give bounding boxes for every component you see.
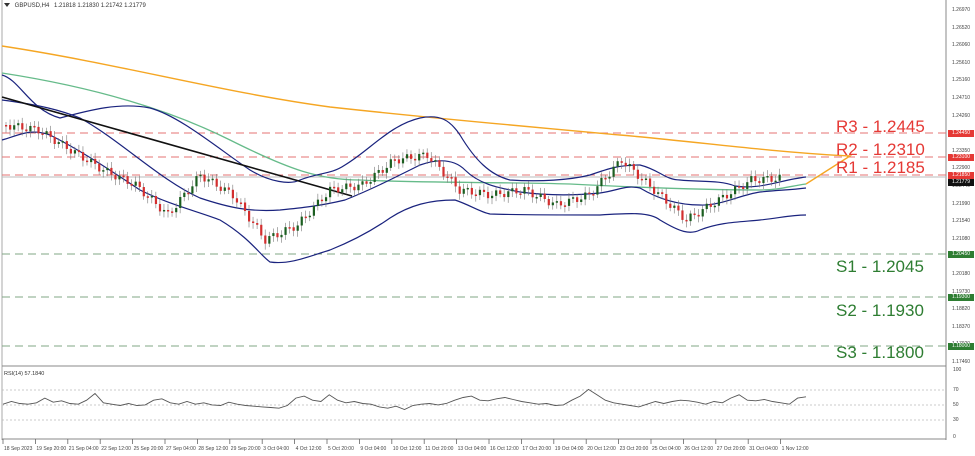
price-axis-tick: 1.24710 [952, 95, 971, 101]
time-axis-label: 4 Oct 12:00 [295, 446, 322, 452]
rsi-title: RSI(14) 57.1840 [4, 371, 45, 377]
time-axis-label: 19 Oct 04:00 [554, 446, 584, 452]
price-axis-tick: 1.26970 [952, 7, 971, 13]
time-axis-label: 10 Oct 12:00 [392, 446, 422, 452]
time-axis-label: 19 Sep 20:00 [36, 446, 67, 452]
price-axis-tick: 1.18820 [952, 306, 971, 313]
time-axis-label: 26 Oct 12:00 [684, 446, 714, 452]
price-axis-tick: 1.24260 [952, 112, 971, 119]
price-axis-tick: 1.26520 [952, 24, 971, 31]
rsi-axis-100: 100 [953, 367, 962, 373]
time-axis-label: 13 Oct 04:00 [457, 446, 487, 452]
price-axis-tick: 1.20180 [952, 271, 971, 277]
level-label-s1: S1 - 1.2045 [836, 257, 924, 276]
time-axis-label: 9 Oct 04:00 [360, 446, 387, 452]
time-axis-label: 20 Oct 12:00 [587, 446, 616, 452]
medium-moving-average [1, 72, 807, 191]
time-axis-label: 27 Sep 04:00 [166, 446, 196, 452]
time-axis-label: 1 Nov 12:00 [781, 446, 809, 452]
time-axis-label: 25 Oct 04:00 [652, 446, 681, 452]
time-axis-ticks [2, 439, 781, 444]
time-axis-label: 27 Oct 20:00 [716, 446, 746, 452]
bollinger-middle [1, 99, 807, 212]
time-axis-label: 31 Oct 04:00 [749, 446, 778, 452]
candlesticks [5, 117, 781, 250]
time-axis-label: 23 Oct 20:00 [619, 446, 649, 452]
rsi-axis-70: 70 [953, 387, 959, 393]
bollinger-upper [1, 74, 807, 188]
tag-s3: 1.18000 [948, 343, 974, 350]
level-label-s2: S2 - 1.1930 [836, 301, 924, 320]
price-axis-tick: 1.19730 [952, 288, 971, 295]
price-axis-tick: 1.21080 [952, 235, 971, 242]
resistance-lines [2, 132, 946, 176]
current-price-tag: 1.21779 [948, 179, 974, 186]
slow-moving-average [1, 45, 853, 185]
time-axis-label: 18 Sep 2023 [4, 446, 33, 452]
price-axis-tick: 1.22440 [952, 183, 971, 189]
time-axis-label: 17 Oct 20:00 [522, 446, 552, 452]
price-axis-tick: 1.23350 [952, 147, 971, 154]
tag-r2: 1.23100 [948, 154, 974, 161]
rsi-line [2, 388, 807, 410]
tag-s2: 1.19300 [948, 294, 974, 301]
price-axis-tick: 1.21540 [952, 218, 971, 225]
time-axis-label: 3 Oct 04:00 [263, 446, 290, 452]
tag-s1: 1.20450 [948, 251, 974, 258]
tag-r1: 1.21850 [948, 172, 974, 179]
rsi-levels [2, 389, 946, 421]
price-axis-tick: 1.25160 [952, 77, 971, 84]
time-axis-label: 29 Sep 20:00 [230, 446, 261, 452]
price-axis-tick: 1.18370 [952, 323, 971, 330]
price-axis-tick: 1.17460 [952, 359, 971, 365]
level-label-r2: R2 - 1.2310 [836, 140, 925, 159]
price-axis-tick: 1.25610 [952, 59, 971, 66]
time-axis-label: 21 Sep 04:00 [68, 446, 99, 452]
time-axis-label: 22 Sep 12:00 [101, 446, 131, 452]
price-axis-tick: 1.22900 [952, 165, 971, 172]
symbol-label: GBPUSD,H4 [14, 3, 50, 9]
time-axis-label: 28 Sep 12:00 [198, 446, 229, 452]
time-axis-label: 25 Sep 20:00 [133, 446, 164, 452]
rsi-axis-0: 0 [953, 434, 956, 440]
price-axis-tick: 1.21990 [952, 200, 971, 207]
downtrend-line [1, 96, 353, 197]
level-label-r3: R3 - 1.2445 [836, 117, 925, 136]
time-axis-label: 11 Oct 20:00 [425, 446, 454, 452]
rsi-axis-50: 50 [953, 402, 959, 408]
tag-r3: 1.24450 [948, 130, 974, 137]
bollinger-lower [1, 131, 807, 264]
price-axis-tick: 1.26060 [952, 42, 971, 49]
support-lines [2, 253, 946, 347]
level-label-r1: R1 - 1.2185 [836, 158, 925, 177]
rsi-axis-30: 30 [953, 417, 959, 423]
chart-header: GBPUSD,H4 1.21818 1.21830 1.21742 1.2177… [4, 3, 146, 9]
ohlc-values: 1.21818 1.21830 1.21742 1.21779 [54, 3, 146, 9]
time-axis-label: 5 Oct 20:00 [328, 446, 354, 452]
dropdown-triangle-icon[interactable] [4, 3, 10, 8]
level-label-s3: S3 - 1.1800 [836, 343, 924, 362]
time-axis-label: 16 Oct 12:00 [490, 446, 519, 452]
